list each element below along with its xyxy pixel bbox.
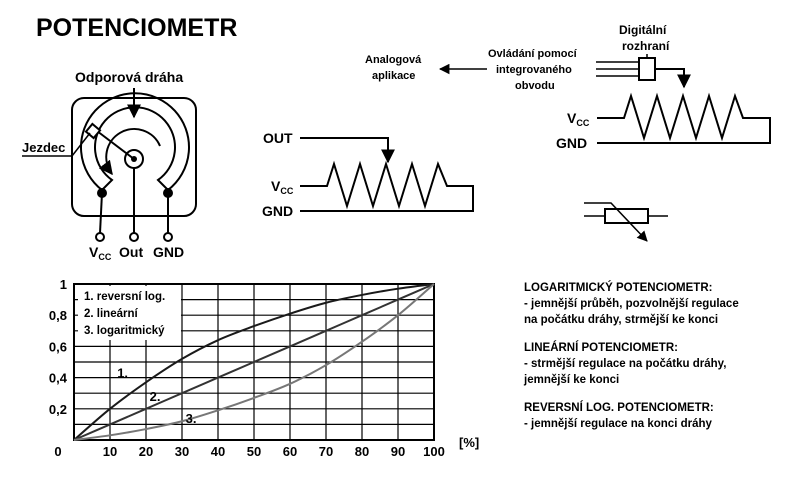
- y-tick-label: 0,4: [49, 371, 68, 386]
- chart-frame: [73, 283, 435, 441]
- series-line-1: [73, 283, 435, 441]
- digital-potentiometer: Digitální rozhraní Ovládání pomocí integ…: [365, 23, 771, 151]
- chart-ticks: 0 10 20 30 40 50 60 70 80 90 100 0,2 0,4 0,6 0,8 1: [49, 277, 445, 459]
- y-tick-label: 1: [60, 277, 67, 292]
- wiper-arm: [96, 130, 135, 160]
- pin-vcc: [99, 192, 103, 234]
- y-tick-label: 0,6: [49, 339, 67, 354]
- out-label: OUT: [263, 130, 293, 146]
- x-tick-label: 0: [54, 444, 61, 459]
- info-line: - jemnější regulace na konci dráhy: [524, 418, 712, 430]
- x-tick-label: 40: [211, 444, 225, 459]
- info-line: na počátku dráhy, strmější ke konci: [524, 314, 719, 326]
- varres-body: [604, 208, 649, 224]
- info-heading: REVERSNÍ LOG. POTENCIOMETR:: [524, 402, 714, 414]
- x-tick-label: 90: [391, 444, 405, 459]
- info-block-reverse: REVERSNÍ LOG. POTENCIOMETR: - jemnější r…: [524, 400, 794, 432]
- legend-item-1: 1. reversní log.: [84, 291, 165, 303]
- series-line-3: [73, 283, 435, 441]
- chart-series: 1. 2. 3.: [73, 283, 435, 441]
- y-tick-label: 0,8: [49, 308, 67, 323]
- info-panel: LOGARITMICKÝ POTENCIOMETR: - jemnější pr…: [524, 280, 794, 444]
- page-title: POTENCIOMETR: [36, 14, 237, 42]
- pin-out-end: [129, 232, 139, 242]
- x-tick-label: 60: [283, 444, 297, 459]
- y-tick-label: 0,2: [49, 402, 67, 417]
- chart-grid: [73, 283, 435, 441]
- resistor-zigzag: [300, 160, 474, 212]
- rotation-arrow: [98, 128, 161, 176]
- info-line: - jemnější průběh, pozvolnější regulace: [524, 298, 739, 310]
- x-tick-label: 100: [423, 444, 445, 459]
- analog-label-1: Analogová: [365, 54, 422, 66]
- series-label-1: 1.: [117, 366, 128, 381]
- interface-to-wiper: [655, 68, 691, 89]
- series-label-3: 3.: [186, 411, 197, 426]
- x-tick-label: 80: [355, 444, 369, 459]
- x-tick-label: 20: [139, 444, 153, 459]
- control-label-1: Ovládání pomocí: [488, 48, 578, 60]
- x-tick-label: 10: [103, 444, 117, 459]
- series-line-2: [73, 283, 435, 441]
- info-line: - strmější regulace na počátku dráhy,: [524, 358, 727, 370]
- pin-gnd-end: [163, 232, 173, 242]
- info-heading: LOGARITMICKÝ POTENCIOMETR:: [524, 282, 713, 294]
- resistive-track: [80, 92, 190, 192]
- schematic-out: OUT VCC GND: [262, 130, 474, 219]
- analog-label-2: aplikace: [372, 70, 415, 82]
- chart-legend-box: [78, 286, 181, 340]
- chart: 0 10 20 30 40 50 60 70 80 90 100 0,2 0,4 0,6 0,8 1 1. 2.…: [49, 277, 479, 459]
- interface-block: [638, 57, 656, 81]
- interface-label-2: rozhraní: [622, 39, 670, 53]
- potentiometer-drawing: Odporová dráha VCC Out GND Jezdec: [22, 69, 197, 262]
- variable-resistor-symbol: [584, 202, 668, 242]
- x-tick-label: 70: [319, 444, 333, 459]
- x-unit-label: [%]: [459, 435, 479, 450]
- track-label: Odporová dráha: [75, 69, 183, 85]
- pin-out-label: Out: [119, 244, 143, 260]
- pin-vcc-end: [95, 232, 105, 242]
- varres-arrow: [584, 202, 648, 242]
- legend-item-3: 3. logaritmický: [84, 325, 165, 337]
- wiper-wire: [300, 137, 395, 164]
- info-heading: LINEÁRNÍ POTENCIOMETR:: [524, 342, 678, 354]
- x-tick-label: 30: [175, 444, 189, 459]
- wiper-label-pointer: [71, 132, 91, 157]
- info-block-linear: LINEÁRNÍ POTENCIOMETR: - strmější regula…: [524, 340, 794, 388]
- digital-vcc-label: VCC: [567, 110, 590, 128]
- digital-resistor: [597, 92, 771, 144]
- pin-gnd-label: GND: [153, 244, 184, 260]
- info-block-log: LOGARITMICKÝ POTENCIOMETR: - jemnější pr…: [524, 280, 794, 328]
- control-label-3: obvodu: [515, 80, 555, 92]
- series-label-2: 2.: [150, 389, 161, 404]
- vcc-label: VCC: [271, 178, 294, 196]
- interface-label-1: Digitální: [619, 23, 667, 37]
- gnd-label: GND: [262, 203, 293, 219]
- pin-vcc-label: VCC: [89, 244, 112, 262]
- info-line: jemnější ke konci: [524, 374, 620, 386]
- x-tick-label: 50: [247, 444, 261, 459]
- legend-item-2: 2. lineární: [84, 308, 138, 320]
- control-label-2: integrovaného: [496, 64, 572, 76]
- digital-gnd-label: GND: [556, 135, 587, 151]
- wiper-label: Jezdec: [22, 140, 65, 155]
